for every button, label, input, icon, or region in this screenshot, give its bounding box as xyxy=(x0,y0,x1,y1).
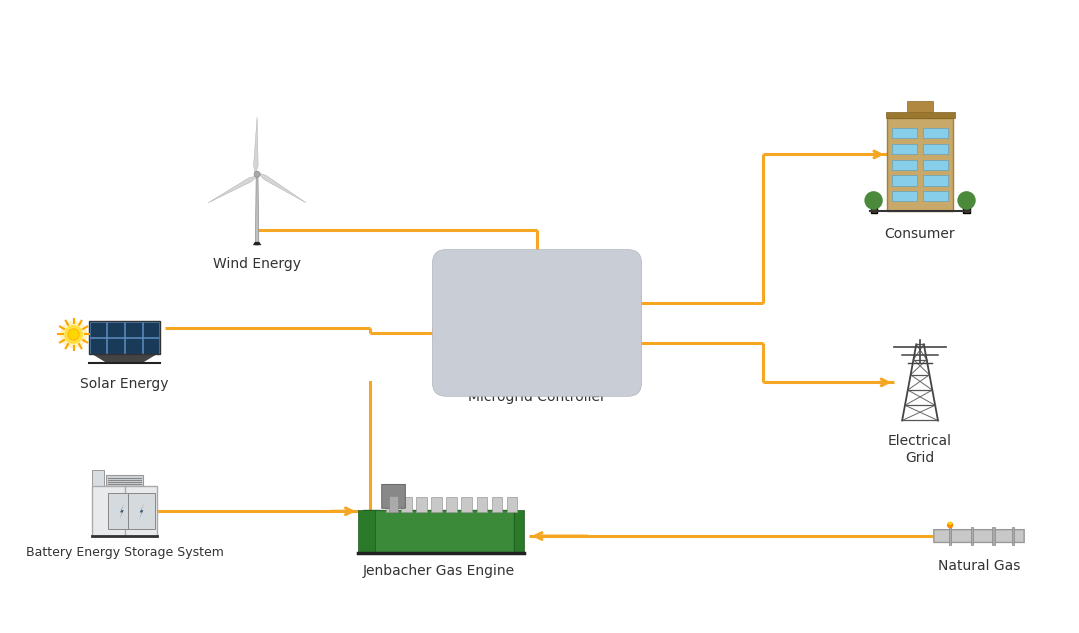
FancyBboxPatch shape xyxy=(432,497,441,512)
Polygon shape xyxy=(256,174,259,245)
FancyBboxPatch shape xyxy=(92,486,158,536)
Text: Natural Gas: Natural Gas xyxy=(938,559,1020,573)
FancyBboxPatch shape xyxy=(125,338,141,354)
FancyBboxPatch shape xyxy=(923,144,948,154)
FancyBboxPatch shape xyxy=(871,204,876,213)
FancyBboxPatch shape xyxy=(107,322,124,337)
FancyBboxPatch shape xyxy=(107,475,142,486)
Polygon shape xyxy=(120,503,124,519)
FancyBboxPatch shape xyxy=(382,484,406,508)
FancyBboxPatch shape xyxy=(108,493,136,529)
FancyBboxPatch shape xyxy=(92,470,104,486)
FancyBboxPatch shape xyxy=(388,496,398,512)
FancyBboxPatch shape xyxy=(127,493,155,529)
FancyBboxPatch shape xyxy=(515,510,524,553)
FancyBboxPatch shape xyxy=(886,112,955,118)
Text: Electrical
Grid: Electrical Grid xyxy=(888,434,952,465)
FancyBboxPatch shape xyxy=(923,191,948,201)
FancyBboxPatch shape xyxy=(492,497,502,512)
Circle shape xyxy=(948,522,952,525)
Text: Jenbacher Gas Engine: Jenbacher Gas Engine xyxy=(363,565,515,579)
FancyBboxPatch shape xyxy=(433,249,642,396)
FancyBboxPatch shape xyxy=(507,497,517,512)
FancyBboxPatch shape xyxy=(142,322,160,337)
FancyBboxPatch shape xyxy=(923,128,948,138)
FancyBboxPatch shape xyxy=(1012,527,1014,545)
FancyBboxPatch shape xyxy=(993,527,995,545)
FancyBboxPatch shape xyxy=(933,530,1024,542)
FancyBboxPatch shape xyxy=(90,338,107,354)
Polygon shape xyxy=(139,503,145,519)
FancyBboxPatch shape xyxy=(125,322,141,337)
FancyBboxPatch shape xyxy=(142,338,160,354)
Circle shape xyxy=(255,172,260,177)
FancyBboxPatch shape xyxy=(477,497,487,512)
FancyBboxPatch shape xyxy=(892,160,917,170)
Circle shape xyxy=(864,191,883,210)
Polygon shape xyxy=(258,173,306,203)
Circle shape xyxy=(957,191,975,210)
FancyBboxPatch shape xyxy=(364,510,515,553)
FancyBboxPatch shape xyxy=(948,527,952,545)
Circle shape xyxy=(947,522,953,529)
FancyBboxPatch shape xyxy=(416,497,426,512)
Text: Wind Energy: Wind Energy xyxy=(213,257,301,271)
Polygon shape xyxy=(93,354,156,363)
Text: Battery Energy Storage System: Battery Energy Storage System xyxy=(26,546,223,560)
FancyBboxPatch shape xyxy=(892,191,917,201)
FancyBboxPatch shape xyxy=(447,497,456,512)
FancyBboxPatch shape xyxy=(462,497,472,512)
FancyBboxPatch shape xyxy=(90,322,107,337)
FancyBboxPatch shape xyxy=(887,118,953,211)
FancyBboxPatch shape xyxy=(892,128,917,138)
FancyBboxPatch shape xyxy=(358,510,374,553)
FancyBboxPatch shape xyxy=(923,175,948,185)
Polygon shape xyxy=(208,176,258,203)
Circle shape xyxy=(68,329,79,340)
FancyBboxPatch shape xyxy=(964,204,970,213)
FancyBboxPatch shape xyxy=(107,338,124,354)
FancyBboxPatch shape xyxy=(892,144,917,154)
FancyBboxPatch shape xyxy=(906,101,933,112)
Text: Microgrid Controller: Microgrid Controller xyxy=(468,391,606,404)
Polygon shape xyxy=(252,242,261,245)
Polygon shape xyxy=(254,117,258,174)
FancyBboxPatch shape xyxy=(923,160,948,170)
FancyBboxPatch shape xyxy=(386,497,397,512)
Text: Solar Energy: Solar Energy xyxy=(80,377,168,391)
FancyBboxPatch shape xyxy=(971,527,973,545)
FancyBboxPatch shape xyxy=(401,497,412,512)
Text: Consumer: Consumer xyxy=(885,227,955,241)
FancyBboxPatch shape xyxy=(892,175,917,185)
Circle shape xyxy=(65,325,83,344)
Circle shape xyxy=(60,321,87,348)
